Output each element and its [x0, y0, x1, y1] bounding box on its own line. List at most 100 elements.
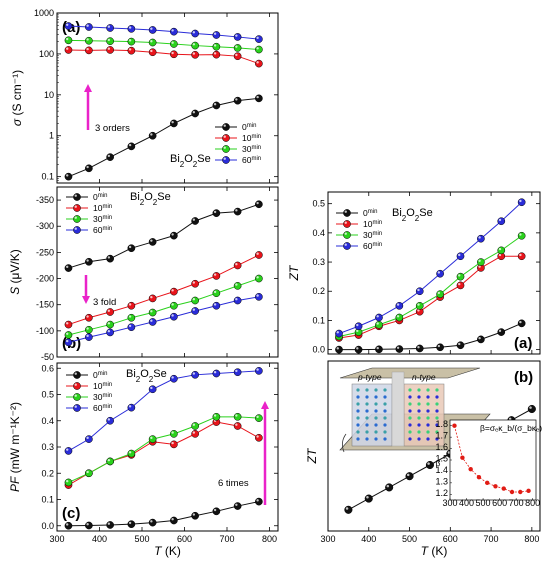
data-point-c-0min-6 [191, 511, 199, 520]
data-point-d-60min-0-highlight [336, 331, 339, 334]
inset-point-4 [485, 480, 490, 486]
legend-label-0min: 0min [93, 192, 107, 202]
legend-marker-10min-body [73, 382, 81, 390]
data-point-c-10min-6-highlight [192, 431, 196, 434]
data-point-b-60min-1-highlight [86, 334, 89, 338]
data-point-c-30min-3 [127, 449, 136, 458]
data-point-a-10min-7-highlight [213, 52, 217, 55]
legend-sup-0min: min [368, 209, 378, 215]
legend-marker-30min-body [73, 393, 81, 401]
data-point-b-60min-0-body [64, 338, 73, 347]
data-point-d-60min-6 [456, 252, 465, 261]
data-point-b-60min-4-highlight [150, 319, 153, 322]
data-point-b-0min-3 [127, 244, 136, 253]
data-point-a-10min-1-highlight [86, 47, 89, 51]
data-point-d-60min-1 [354, 322, 363, 331]
schematic-atom-n [435, 430, 439, 434]
legend-marker-10min-body [343, 220, 351, 228]
data-point-c-0min-0 [64, 521, 73, 530]
data-point-c-60min-8-body [233, 368, 242, 377]
data-point-d-0min-4 [415, 344, 424, 353]
data-point-a-30min-1-highlight [86, 38, 89, 41]
data-point-b-60min-8 [233, 296, 242, 305]
data-point-a-30min-3-highlight [128, 39, 132, 42]
data-point-a-10min-5 [170, 50, 178, 59]
data-point-c-10min-8-body [233, 422, 242, 430]
data-point-c-30min-7-highlight [213, 414, 217, 417]
x-axis-unit-e: (K) [428, 544, 447, 558]
data-point-d-60min-4 [415, 287, 424, 296]
legend-label-10min: 10min [93, 381, 112, 391]
data-point-b-60min-9-highlight [256, 294, 259, 297]
data-point-c-30min-2 [106, 457, 114, 466]
data-point-a-0min-5-body [170, 119, 178, 128]
y-axis-label-a: σ (S cm⁻¹) [10, 70, 24, 126]
y-tick-label-a-2: 10 [44, 90, 54, 100]
data-point-e-4 [425, 460, 434, 470]
data-point-a-30min-5-highlight [171, 41, 174, 44]
data-point-a-60min-5-body [170, 27, 178, 36]
y-tick-label-d-3: 0.3 [312, 257, 325, 267]
data-point-d-30min-2-highlight [376, 322, 379, 325]
data-point-c-30min-1-highlight [86, 470, 89, 474]
series-line-b-10min [68, 254, 260, 326]
data-point-b-30min-2-body [106, 320, 114, 329]
schematic-atom-p [365, 430, 369, 434]
data-point-d-60min-0-body [335, 329, 343, 338]
data-point-b-30min-0 [64, 331, 73, 339]
material-mid: O [144, 191, 153, 203]
data-point-e-3-body [405, 472, 414, 481]
data-point-c-0min-7-highlight [213, 508, 217, 512]
schematic-divider [391, 371, 405, 447]
data-point-d-0min-7 [477, 335, 485, 344]
data-point-a-0min-4-highlight [150, 133, 153, 136]
data-point-e-1-highlight [366, 496, 369, 499]
series-line-b-30min [68, 278, 260, 336]
data-point-b-60min-8-body [233, 296, 242, 305]
data-point-c-0min-9 [255, 497, 263, 506]
data-point-c-0min-6-body [191, 511, 199, 520]
data-point-a-10min-3 [127, 46, 136, 55]
data-point-a-0min-0 [64, 172, 73, 181]
data-point-d-30min-3-body [395, 313, 404, 322]
schematic-atom-n [408, 388, 412, 392]
y-tick-label-c-1: 0.1 [41, 495, 54, 505]
material-tail: Se [197, 153, 210, 165]
data-point-a-60min-1-highlight [86, 24, 89, 27]
data-point-a-30min-5 [170, 40, 178, 48]
material-tail: Se [419, 207, 432, 219]
data-point-a-30min-8-body [233, 44, 242, 52]
series-line-a-0min [68, 97, 259, 178]
data-point-b-30min-0-highlight [66, 332, 69, 335]
data-point-a-0min-3-highlight [128, 143, 132, 147]
inset-point-9 [526, 488, 531, 494]
data-point-b-60min-2-body [106, 328, 114, 337]
legend-marker-60min-highlight [223, 157, 226, 160]
data-point-b-10min-5-highlight [171, 289, 174, 292]
data-point-a-30min-0-highlight [66, 37, 69, 41]
schematic-atom-n [408, 395, 412, 399]
panel-frame-c [56, 362, 279, 532]
data-point-a-60min-2-highlight [107, 25, 111, 28]
schematic-atom-p [356, 402, 360, 406]
data-point-c-0min-8-highlight [235, 503, 238, 506]
data-point-c-30min-9-highlight [256, 415, 259, 419]
legend-sup-10min: min [102, 382, 112, 388]
data-point-a-60min-9-body [255, 35, 263, 43]
legend-marker-30min-body [222, 145, 230, 153]
legend-label-60min: 60min [242, 155, 261, 165]
data-point-a-0min-7-highlight [213, 103, 217, 106]
data-point-c-10min-6 [191, 430, 199, 438]
data-point-b-10min-7 [212, 272, 221, 280]
data-point-c-30min-9 [255, 414, 263, 422]
data-point-a-60min-8-highlight [235, 34, 238, 37]
schematic-atom-p [365, 409, 369, 413]
data-point-a-0min-9-highlight [256, 95, 259, 99]
material-s1: 2 [140, 198, 145, 207]
data-point-e-0-highlight [345, 507, 349, 510]
data-point-a-0min-9-body [255, 94, 263, 103]
data-point-a-10min-8 [233, 52, 242, 61]
schematic-atom-p [365, 423, 369, 427]
data-point-c-30min-2-highlight [107, 458, 111, 462]
inset-series-line [454, 425, 529, 493]
